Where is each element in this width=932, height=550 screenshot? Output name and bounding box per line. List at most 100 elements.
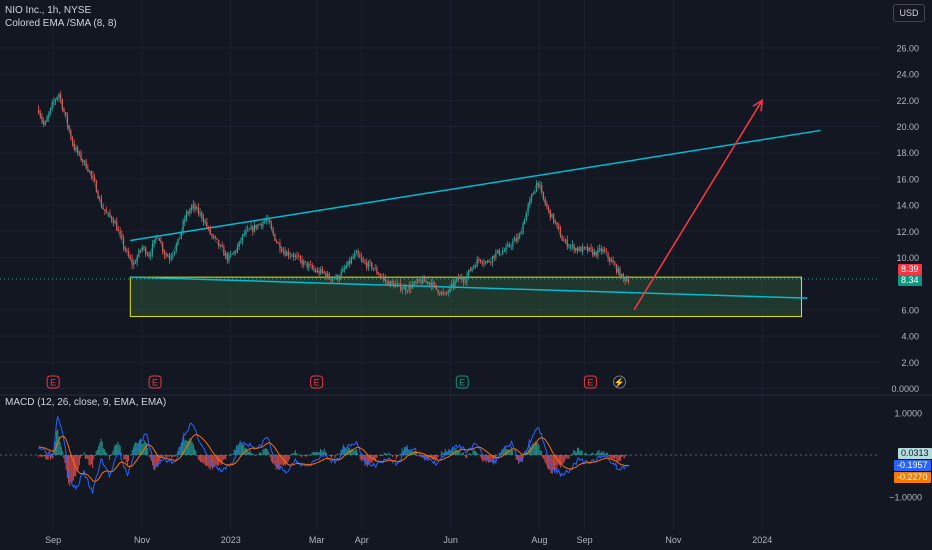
marker-label: E: [314, 378, 320, 388]
candle-body: [534, 191, 536, 194]
event-markers[interactable]: E E E E E ⚡: [46, 375, 627, 389]
candle-body: [141, 247, 143, 251]
candle-body: [241, 234, 244, 242]
candle-body: [466, 275, 468, 282]
candle-body: [366, 262, 368, 268]
candle-body: [408, 285, 410, 291]
candle-body: [105, 210, 108, 213]
dividend-event-icon[interactable]: [613, 375, 627, 389]
candle-body: [117, 230, 120, 232]
candle-body: [342, 268, 344, 272]
candle-body: [590, 247, 592, 249]
candle-body: [236, 246, 239, 253]
projection-arrow[interactable]: [633, 98, 764, 311]
candle-body: [95, 180, 97, 193]
candle-body: [462, 279, 465, 282]
candle-body: [486, 260, 488, 262]
candle-body: [185, 212, 188, 220]
candle-body: [435, 284, 437, 290]
candle-body: [394, 284, 397, 288]
earnings-marker-icon[interactable]: [148, 375, 162, 389]
candle-body: [383, 277, 385, 279]
lower-trendline[interactable]: [130, 276, 808, 299]
candle-body: [78, 152, 80, 154]
candle-body: [292, 255, 295, 257]
candle-body: [291, 255, 293, 257]
candle-body: [423, 277, 426, 282]
candle-body: [551, 213, 553, 218]
candle-body: [277, 242, 279, 244]
candle-body: [99, 198, 101, 200]
candle-body: [206, 222, 208, 227]
candle-body: [83, 160, 86, 163]
candle-body: [168, 256, 171, 260]
candle-body: [323, 271, 325, 273]
candle-body: [189, 210, 191, 214]
candle-body: [405, 286, 407, 292]
macd-legend[interactable]: MACD (12, 26, close, 9, EMA, EMA): [5, 397, 167, 408]
marker-label: E: [152, 378, 158, 388]
support-zone-rect[interactable]: [129, 276, 803, 317]
candle-body: [129, 256, 131, 259]
candle-body: [109, 212, 111, 217]
symbol-title[interactable]: NIO Inc., 1h, NYSE: [5, 5, 92, 16]
earnings-marker-icon[interactable]: [583, 375, 597, 389]
earnings-marker-icon[interactable]: [455, 375, 469, 389]
candle-body: [199, 212, 201, 214]
indicator-label[interactable]: Colored EMA /SMA (8, 8): [5, 18, 117, 29]
candle-body: [270, 223, 273, 229]
currency-button[interactable]: USD: [893, 4, 925, 22]
macd-axis-tick: −1.0000: [889, 493, 922, 503]
candle-body: [547, 206, 550, 210]
candle-body: [321, 268, 324, 272]
earnings-marker-icon[interactable]: [310, 375, 324, 389]
candle-body: [245, 230, 247, 234]
candle-body: [66, 115, 69, 126]
candle-body: [68, 125, 70, 131]
candle-body: [553, 213, 555, 223]
support-zone[interactable]: [129, 276, 803, 317]
candle-body: [182, 221, 184, 232]
candle-body: [80, 152, 82, 161]
candle-body: [541, 184, 543, 192]
candle-body: [510, 246, 512, 248]
candle-body: [485, 261, 487, 264]
candle-body: [158, 238, 160, 241]
price-axis-tick: 24.00: [896, 70, 919, 80]
upper-trendline[interactable]: [130, 129, 821, 242]
candle-body: [604, 249, 606, 252]
signal-line: [38, 434, 630, 482]
candle-body: [162, 242, 164, 252]
candle-body: [250, 226, 252, 230]
macd-axis-tick: 1.0000: [894, 409, 922, 419]
candle-body: [192, 204, 194, 207]
candle-body: [175, 244, 177, 251]
time-axis-tick: 2024: [752, 535, 772, 545]
grid: [0, 0, 880, 530]
candle-body: [372, 268, 375, 270]
time-axis-tick: 2023: [221, 535, 241, 545]
candle-body: [575, 248, 577, 251]
candle-body: [258, 224, 261, 226]
candle-body: [90, 170, 92, 176]
candle-body: [320, 268, 322, 274]
macd-axis[interactable]: 1.0000 −1.0000: [889, 409, 922, 503]
candle-body: [172, 254, 174, 258]
arrow-head[interactable]: [752, 98, 764, 112]
ema-polyline: [38, 92, 629, 296]
price-axis[interactable]: 26.00 24.00 22.00 20.00 18.00 16.00 14.00 12.00…: [891, 43, 919, 394]
candle-body: [61, 99, 63, 110]
candle-body: [85, 160, 87, 169]
earnings-marker-icon[interactable]: [46, 375, 60, 389]
candle-body: [248, 228, 250, 230]
arrow-shaft[interactable]: [633, 99, 763, 311]
time-axis[interactable]: Sep Nov 2023 Mar Apr Jun Aug Sep Nov 2024: [45, 535, 772, 545]
candle-body: [568, 246, 570, 248]
ema-line: [38, 92, 629, 296]
trendlines[interactable]: [130, 129, 821, 299]
candle-body: [201, 212, 203, 218]
candle-body: [451, 283, 453, 287]
candle-body: [481, 261, 483, 264]
candle-body: [223, 247, 225, 256]
